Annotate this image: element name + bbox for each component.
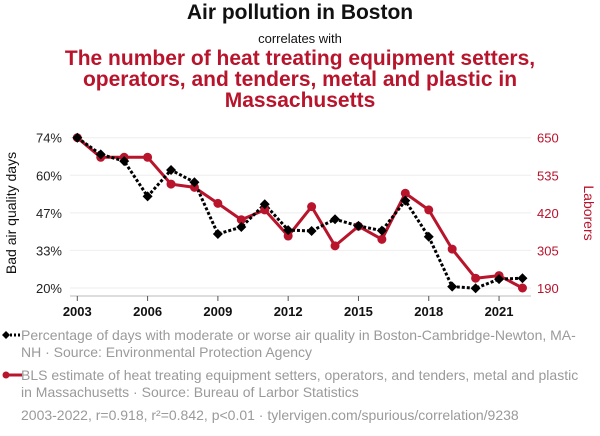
left-axis-ticks: 20% 33% 47% 60% 74% [36, 131, 62, 296]
chart-plot: 2003 2006 2009 2012 2015 2018 2021 20% 33% 47% 60… [3, 131, 597, 319]
right-tick-label: 305 [537, 243, 559, 258]
series-markers [72, 132, 528, 294]
data-point-laborers [330, 241, 340, 251]
data-point-laborers [517, 283, 527, 293]
x-tick-label: 2003 [63, 304, 92, 319]
data-point-air-quality [447, 281, 458, 292]
data-point-laborers [166, 179, 176, 189]
data-point-air-quality [353, 220, 364, 231]
right-tick-label: 190 [537, 281, 559, 296]
right-axis-ticks: 190 305 420 535 650 [537, 131, 559, 296]
data-point-air-quality [494, 274, 505, 285]
data-point-air-quality [119, 156, 130, 167]
x-tick-label: 2015 [344, 304, 373, 319]
left-tick-label: 33% [36, 243, 62, 258]
data-point-air-quality [517, 273, 528, 284]
data-point-air-quality [166, 164, 177, 175]
data-point-laborers [447, 244, 457, 254]
data-point-laborers [143, 152, 153, 162]
data-point-laborers [424, 205, 434, 215]
x-axis-ticks: 2003 2006 2009 2012 2015 2018 2021 [63, 296, 514, 319]
left-tick-label: 47% [36, 206, 62, 221]
gridlines [70, 137, 531, 289]
data-point-air-quality [142, 191, 153, 202]
data-point-air-quality [189, 177, 200, 188]
data-point-air-quality [95, 149, 106, 160]
x-tick-label: 2021 [485, 304, 514, 319]
data-point-laborers [400, 188, 410, 198]
data-point-air-quality [400, 195, 411, 206]
x-tick-label: 2006 [133, 304, 162, 319]
legend-item-laborers: BLS estimate of heat treating equipment … [2, 367, 581, 401]
left-tick-label: 20% [36, 281, 62, 296]
chart-title-secondary: The number of heat treating equipment se… [64, 47, 536, 112]
chart-title: Air pollution in Boston [186, 1, 414, 24]
legend-label-air-quality: Percentage of days with moderate or wors… [21, 327, 576, 360]
data-point-air-quality [470, 283, 481, 294]
x-tick-label: 2018 [414, 304, 443, 319]
data-point-air-quality [236, 222, 247, 233]
left-tick-label: 60% [36, 168, 62, 183]
x-tick-label: 2009 [203, 304, 232, 319]
data-point-laborers [471, 273, 481, 283]
data-point-air-quality [306, 225, 317, 236]
legend-label-laborers: BLS estimate of heat treating equipment … [21, 367, 579, 400]
legend-item-air-quality: Percentage of days with moderate or wors… [2, 327, 581, 361]
data-point-air-quality [72, 132, 83, 143]
series-line-laborers [76, 136, 524, 290]
dotted-line-diamond-icon [2, 331, 22, 339]
right-tick-label: 650 [537, 131, 559, 146]
footer-stats: 2003-2022, r=0.918, r²=0.842, p<0.01 · t… [21, 407, 519, 423]
right-axis-label: Laborers [581, 185, 597, 240]
data-point-air-quality [423, 231, 434, 242]
right-tick-label: 535 [537, 168, 559, 183]
left-tick-label: 74% [36, 131, 62, 146]
right-tick-label: 420 [537, 206, 559, 221]
data-point-air-quality [259, 199, 270, 210]
data-point-air-quality [330, 214, 341, 225]
data-point-air-quality [212, 229, 223, 240]
data-point-laborers [307, 202, 317, 212]
data-point-laborers [213, 198, 223, 208]
data-point-laborers [283, 231, 293, 241]
data-point-laborers [260, 205, 270, 215]
series-lines [76, 136, 524, 290]
solid-line-circle-icon [2, 371, 22, 379]
x-tick-label: 2012 [274, 304, 303, 319]
data-point-laborers [189, 182, 199, 192]
data-point-air-quality [283, 225, 294, 236]
data-point-air-quality [376, 225, 387, 236]
data-point-laborers [236, 215, 246, 225]
chart-subtitle: correlates with [258, 31, 342, 46]
left-axis-label: Bad air quality days [3, 152, 19, 274]
data-point-laborers [377, 234, 387, 244]
series-line-air-quality [76, 136, 523, 290]
